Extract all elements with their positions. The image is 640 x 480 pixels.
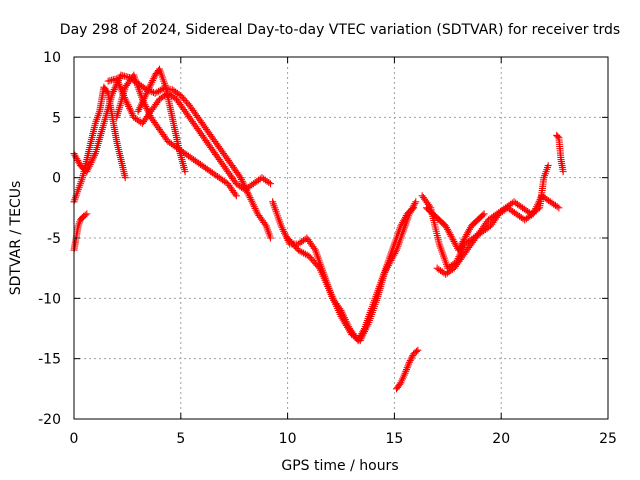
data-point bbox=[448, 265, 456, 273]
data-point bbox=[232, 192, 240, 200]
y-axis-label: SDTVAR / TECUs bbox=[8, 181, 24, 296]
data-point bbox=[555, 204, 563, 212]
data-point bbox=[83, 210, 91, 218]
y-tick-label: 5 bbox=[52, 110, 61, 126]
data-point bbox=[410, 204, 418, 212]
series-arc-m bbox=[553, 131, 567, 176]
data-point bbox=[265, 178, 273, 186]
axis-ticks bbox=[73, 56, 609, 420]
data-point bbox=[294, 246, 302, 254]
series-arc-l bbox=[422, 204, 488, 254]
data-point bbox=[544, 162, 552, 170]
series-arc-e bbox=[70, 83, 129, 206]
series-arc-h bbox=[284, 204, 418, 345]
data-point bbox=[231, 178, 239, 186]
data-points bbox=[70, 65, 567, 393]
data-point bbox=[412, 347, 420, 355]
data-point bbox=[414, 346, 422, 354]
y-tick-label: 10 bbox=[43, 50, 61, 66]
series-arc-k bbox=[433, 162, 552, 278]
data-point bbox=[181, 168, 189, 176]
x-tick-label: 25 bbox=[599, 431, 617, 447]
data-point bbox=[154, 97, 162, 105]
y-tick-label: -10 bbox=[38, 291, 61, 307]
grid bbox=[74, 57, 608, 419]
data-point bbox=[411, 200, 419, 208]
data-point bbox=[408, 353, 416, 361]
series-arc-b bbox=[104, 75, 275, 194]
data-point bbox=[479, 211, 487, 219]
data-point bbox=[163, 136, 171, 144]
data-point bbox=[300, 249, 308, 257]
data-point bbox=[171, 94, 179, 102]
data-point bbox=[121, 174, 129, 182]
data-point bbox=[408, 205, 416, 213]
data-point bbox=[412, 198, 420, 206]
chart-title: Day 298 of 2024, Sidereal Day-to-day VTE… bbox=[60, 22, 620, 38]
data-point bbox=[553, 203, 561, 211]
data-point bbox=[296, 247, 304, 255]
series-arc-d bbox=[134, 65, 189, 176]
y-tick-label: -20 bbox=[38, 412, 61, 428]
data-point bbox=[235, 172, 243, 180]
data-point bbox=[480, 210, 488, 218]
data-point bbox=[231, 190, 239, 198]
series-arc-f bbox=[70, 210, 91, 254]
x-tick-label: 15 bbox=[385, 431, 403, 447]
y-tick-label: 0 bbox=[52, 171, 61, 187]
x-tick-label: 0 bbox=[70, 431, 79, 447]
data-point bbox=[81, 211, 89, 219]
data-point bbox=[559, 168, 567, 176]
data-point bbox=[222, 178, 230, 186]
x-tick-label: 5 bbox=[176, 431, 185, 447]
x-tick-label: 10 bbox=[279, 431, 297, 447]
data-point bbox=[314, 263, 322, 271]
data-point bbox=[103, 88, 111, 96]
data-point bbox=[267, 180, 275, 188]
data-point bbox=[406, 357, 414, 365]
series-arc-i bbox=[393, 346, 422, 393]
y-tick-label: -5 bbox=[47, 231, 61, 247]
y-tick-label: -15 bbox=[38, 352, 61, 368]
data-point bbox=[310, 244, 318, 252]
data-point bbox=[554, 133, 562, 141]
data-point bbox=[267, 234, 275, 242]
data-point bbox=[298, 248, 306, 256]
data-point bbox=[261, 220, 269, 228]
data-point bbox=[301, 250, 309, 258]
tick-labels: 0 5 10 15 20 25 10 5 0 -5 -10 -15 -20 bbox=[38, 50, 617, 447]
data-point bbox=[405, 358, 413, 366]
x-tick-label: 20 bbox=[492, 431, 510, 447]
data-point bbox=[407, 355, 415, 363]
x-axis-label: GPS time / hours bbox=[281, 458, 398, 474]
data-point bbox=[483, 218, 491, 226]
